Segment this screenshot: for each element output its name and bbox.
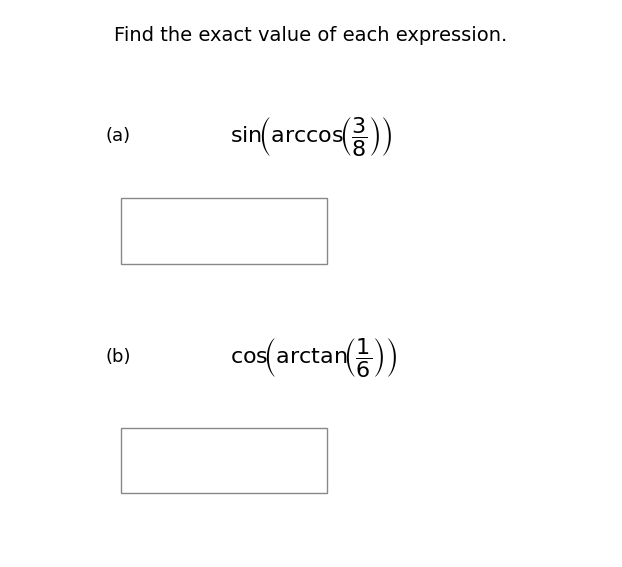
Text: (b): (b): [106, 348, 131, 366]
FancyBboxPatch shape: [121, 428, 327, 493]
Text: Find the exact value of each expression.: Find the exact value of each expression.: [114, 26, 508, 45]
Text: (a): (a): [106, 127, 131, 145]
Text: $\mathrm{cos}\!\left(\mathrm{arctan}\!\left(\dfrac{1}{6}\right)\right)$: $\mathrm{cos}\!\left(\mathrm{arctan}\!\l…: [230, 336, 397, 379]
Text: $\mathrm{sin}\!\left(\mathrm{arccos}\!\left(\dfrac{3}{8}\right)\right)$: $\mathrm{sin}\!\left(\mathrm{arccos}\!\l…: [230, 115, 393, 158]
FancyBboxPatch shape: [121, 198, 327, 264]
